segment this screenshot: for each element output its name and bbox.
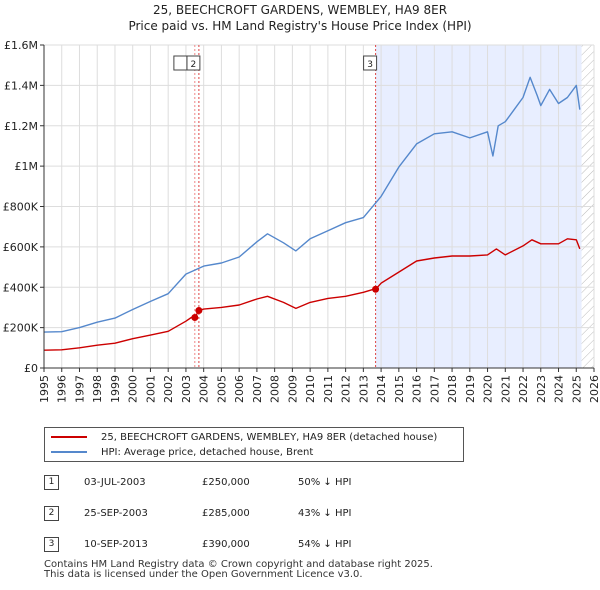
x-tick-label: 1999 xyxy=(109,375,122,403)
transaction-row: 3 10-SEP-2013 £390,000 54% ↓ HPI xyxy=(44,536,351,552)
x-tick-label: 2018 xyxy=(446,375,459,403)
x-tick-label: 1995 xyxy=(38,375,51,403)
transaction-marker xyxy=(372,285,380,293)
x-tick-label: 2009 xyxy=(286,375,299,403)
footer-licence: This data is licensed under the Open Gov… xyxy=(44,569,363,580)
transaction-label-box xyxy=(173,55,188,71)
x-tick-label: 2020 xyxy=(482,375,495,403)
transaction-row: 1 03-JUL-2003 £250,000 50% ↓ HPI xyxy=(44,474,351,490)
y-tick-label: £800K xyxy=(3,201,39,214)
x-tick-label: 1996 xyxy=(56,375,69,403)
x-tick-label: 2005 xyxy=(215,375,228,403)
transaction-price: £285,000 xyxy=(202,507,250,519)
transaction-row: 2 25-SEP-2003 £285,000 43% ↓ HPI xyxy=(44,505,351,521)
x-tick-label: 2023 xyxy=(535,375,548,403)
y-tick-label: £400K xyxy=(3,281,39,294)
x-tick-label: 2019 xyxy=(464,375,477,403)
x-tick-label: 2014 xyxy=(375,375,388,403)
x-tick-label: 2001 xyxy=(144,375,157,403)
x-tick-label: 2024 xyxy=(553,375,566,403)
x-tick-label: 2016 xyxy=(411,375,424,403)
legend: 25, BEECHCROFT GARDENS, WEMBLEY, HA9 8ER… xyxy=(44,427,464,462)
y-tick-label: £600K xyxy=(3,241,39,254)
y-tick-label: £1.2M xyxy=(4,120,38,133)
x-tick-label: 2007 xyxy=(251,375,264,403)
transaction-label: 3 xyxy=(367,60,373,70)
transaction-date: 10-SEP-2013 xyxy=(84,538,148,550)
transaction-price: £250,000 xyxy=(202,476,250,488)
legend-label-property: 25, BEECHCROFT GARDENS, WEMBLEY, HA9 8ER… xyxy=(101,431,438,443)
x-tick-label: 2017 xyxy=(428,375,441,403)
price-chart: 2 3 £0 £200K £400K £600K £800K £1M £1.2M £1.4M £1… xyxy=(3,39,600,403)
transaction-hpi-diff: 43% ↓ HPI xyxy=(298,507,352,519)
x-tick-label: 2011 xyxy=(322,375,335,403)
legend-label-hpi: HPI: Average price, detached house, Bren… xyxy=(101,446,314,458)
transaction-date: 03-JUL-2003 xyxy=(84,476,146,488)
transaction-hpi-diff: 50% ↓ HPI xyxy=(298,476,352,488)
transaction-number: 2 xyxy=(44,505,59,521)
x-tick-label: 1998 xyxy=(91,375,104,403)
series-line xyxy=(43,238,581,351)
x-tick-label: 2006 xyxy=(233,375,246,403)
transaction-label: 2 xyxy=(191,60,197,70)
x-tick-label: 2008 xyxy=(269,375,282,403)
x-tick-label: 2021 xyxy=(499,375,512,403)
transaction-price: £390,000 xyxy=(202,538,250,550)
transaction-label-box xyxy=(363,55,378,71)
x-tick-label: 2000 xyxy=(127,375,140,403)
y-tick-label: £1.4M xyxy=(4,79,38,92)
transaction-date: 25-SEP-2003 xyxy=(84,507,148,519)
x-tick-label: 2026 xyxy=(588,375,600,403)
y-tick-label: £200K xyxy=(3,322,39,335)
y-tick-label: £0 xyxy=(24,362,38,375)
x-tick-label: 2010 xyxy=(304,375,317,403)
series-line xyxy=(43,76,581,333)
x-tick-label: 2015 xyxy=(393,375,406,403)
x-tick-label: 2003 xyxy=(180,375,193,403)
legend-swatch-property xyxy=(51,436,87,438)
transaction-marker xyxy=(191,314,199,322)
x-tick-label: 2004 xyxy=(198,375,211,403)
legend-item-hpi: HPI: Average price, detached house, Bren… xyxy=(51,445,313,459)
transaction-number: 1 xyxy=(44,474,59,490)
y-tick-label: £1M xyxy=(15,160,39,173)
x-tick-label: 2022 xyxy=(517,375,530,403)
x-tick-label: 1997 xyxy=(73,375,86,403)
x-tick-label: 2012 xyxy=(340,375,353,403)
y-tick-label: £1.6M xyxy=(4,39,38,52)
x-tick-label: 2025 xyxy=(570,375,583,403)
x-tick-label: 2013 xyxy=(357,375,370,403)
footer: Contains HM Land Registry data © Crown c… xyxy=(44,560,433,580)
chart-subtitle: Price paid vs. HM Land Registry's House … xyxy=(128,19,472,33)
legend-item-property: 25, BEECHCROFT GARDENS, WEMBLEY, HA9 8ER… xyxy=(51,430,437,444)
transaction-number: 3 xyxy=(44,536,59,552)
footer-copyright: Contains HM Land Registry data © Crown c… xyxy=(44,559,433,570)
legend-swatch-hpi xyxy=(51,451,87,453)
transaction-hpi-diff: 54% ↓ HPI xyxy=(298,538,352,550)
transaction-marker xyxy=(195,306,203,314)
x-tick-label: 2002 xyxy=(162,375,175,403)
chart-title: 25, BEECHCROFT GARDENS, WEMBLEY, HA9 8ER xyxy=(152,3,448,17)
